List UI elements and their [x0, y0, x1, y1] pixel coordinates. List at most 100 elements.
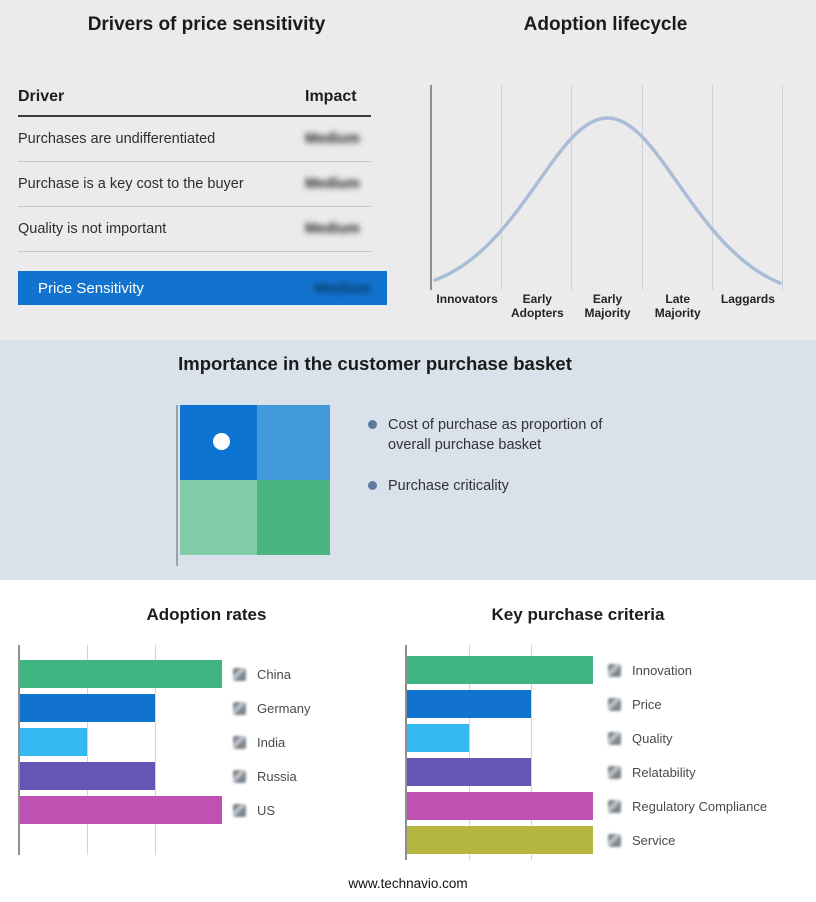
- legend-label: Service: [632, 832, 676, 848]
- legend-marker-redacted-icon: [233, 701, 246, 715]
- adoption-rates-chart: [18, 645, 222, 855]
- stage-label: Innovators: [436, 292, 498, 306]
- legend-marker-redacted-icon: [608, 833, 621, 847]
- summary-impact-redacted: Medium: [314, 279, 371, 297]
- table-row: Purchases are undifferentiated Medium: [18, 117, 371, 162]
- bar-relatability: [407, 758, 531, 786]
- impact-value-redacted: Medium: [305, 221, 360, 237]
- legend-marker-redacted-icon: [233, 769, 246, 783]
- legend-item: Innovation: [608, 653, 767, 687]
- legend-marker-redacted-icon: [608, 799, 621, 813]
- key-purchase-criteria-title: Key purchase criteria: [491, 605, 665, 624]
- quadrant-bottom-left: [180, 480, 257, 555]
- key-purchase-criteria-legend: Innovation Price Quality Relatability Re…: [608, 653, 767, 857]
- bar-price: [407, 690, 531, 718]
- bullet-text: Cost of purchase as proportion of overal…: [388, 417, 603, 453]
- legend-item: Regulatory Compliance: [608, 789, 767, 823]
- bar-service: [407, 826, 593, 854]
- quadrant-top-right: [257, 405, 330, 480]
- bar-row: [407, 755, 593, 789]
- driver-cell: Purchase is a key cost to the buyer: [18, 176, 244, 192]
- bar-row: [407, 653, 593, 687]
- column-header-impact: Impact: [305, 88, 357, 105]
- legend-item: Germany: [233, 691, 310, 725]
- legend-label: US: [257, 802, 276, 818]
- quadrant-bottom-right: [257, 480, 330, 555]
- bar-row: [407, 823, 593, 857]
- adoption-rates-legend: China Germany India Russia US: [233, 657, 310, 827]
- price-sensitivity-summary-bar: Price Sensitivity Medium: [18, 271, 387, 305]
- section-bottom-charts: Adoption rates Key purchase criteria Chi…: [0, 580, 816, 902]
- stage-label: Laggards: [720, 292, 775, 306]
- stage-label: Late Majority: [654, 292, 701, 320]
- legend-item: India: [233, 725, 310, 759]
- legend-label: Russia: [257, 768, 297, 784]
- legend-item: Quality: [608, 721, 767, 755]
- gridline: [531, 645, 532, 860]
- legend-marker-redacted-icon: [608, 663, 621, 677]
- bar-row: [407, 721, 593, 755]
- footer-url: www.technavio.com: [348, 876, 468, 891]
- legend-label: India: [257, 734, 286, 750]
- legend-label: Quality: [632, 730, 673, 746]
- legend-marker-redacted-icon: [608, 765, 621, 779]
- bar-innovation: [407, 656, 593, 684]
- legend-marker-redacted-icon: [233, 667, 246, 681]
- legend-label: Price: [632, 696, 662, 712]
- stage-label: Early Adopters: [510, 292, 564, 320]
- quadrant-top-left: [180, 405, 257, 480]
- price-sensitivity-title: Drivers of price sensitivity: [87, 14, 326, 35]
- adoption-rates-title: Adoption rates: [146, 605, 267, 624]
- quadrant-matrix: [180, 405, 330, 555]
- bar-india: [20, 728, 88, 756]
- gridline: [87, 645, 89, 855]
- driver-cell: Purchases are undifferentiated: [18, 131, 216, 147]
- bar-regulatory-compliance: [407, 792, 593, 820]
- bar-germany: [20, 694, 155, 722]
- bullet-item: Cost of purchase as proportion of overal…: [368, 416, 658, 455]
- bar-row: [20, 759, 222, 793]
- gridline-column: [713, 85, 784, 290]
- legend-item: Price: [608, 687, 767, 721]
- legend-label: Regulatory Compliance: [632, 798, 768, 814]
- table-row: Purchase is a key cost to the buyer Medi…: [18, 162, 371, 207]
- bullet-text: Purchase criticality: [388, 478, 509, 495]
- driver-cell: Quality is not important: [18, 221, 167, 237]
- bullet-dot-icon: [368, 481, 377, 491]
- bars-group: [407, 653, 593, 857]
- bar-us: [20, 796, 222, 824]
- purchase-basket-bullets: Cost of purchase as proportion of overal…: [368, 416, 658, 519]
- section-purchase-basket: Importance in the customer purchase bask…: [0, 340, 816, 580]
- key-purchase-criteria-chart: [405, 645, 593, 860]
- impact-value-redacted: Medium: [305, 131, 360, 147]
- gridline-column: [572, 85, 643, 290]
- stage-label: Early Majority: [584, 292, 631, 320]
- lifecycle-stage-labels: Innovators Early Adopters Early Majority…: [432, 292, 783, 321]
- bullet-item: Purchase criticality: [368, 477, 658, 497]
- bar-row: [407, 789, 593, 823]
- legend-item: Russia: [233, 759, 310, 793]
- legend-marker-redacted-icon: [608, 731, 621, 745]
- gridline: [154, 645, 156, 855]
- bar-quality: [407, 724, 469, 752]
- legend-item: China: [233, 657, 310, 691]
- gridline-column: [643, 85, 713, 290]
- legend-marker-redacted-icon: [233, 735, 246, 749]
- lifecycle-curve: [433, 116, 782, 285]
- bullet-dot-icon: [368, 420, 377, 429]
- legend-label: China: [257, 666, 291, 682]
- table-row: Quality is not important Medium: [18, 207, 371, 252]
- legend-marker-redacted-icon: [233, 803, 246, 817]
- legend-item: Service: [608, 823, 767, 857]
- legend-marker-redacted-icon: [608, 697, 621, 711]
- gridline-column: [432, 85, 503, 290]
- bar-row: [20, 657, 222, 691]
- legend-item: US: [233, 793, 310, 827]
- adoption-lifecycle-chart: [430, 85, 784, 290]
- legend-label: Relatability: [632, 764, 696, 780]
- bar-row: [20, 725, 222, 759]
- bars-group: [20, 657, 222, 827]
- impact-value-redacted: Medium: [305, 176, 360, 192]
- gridline-column: [502, 85, 573, 290]
